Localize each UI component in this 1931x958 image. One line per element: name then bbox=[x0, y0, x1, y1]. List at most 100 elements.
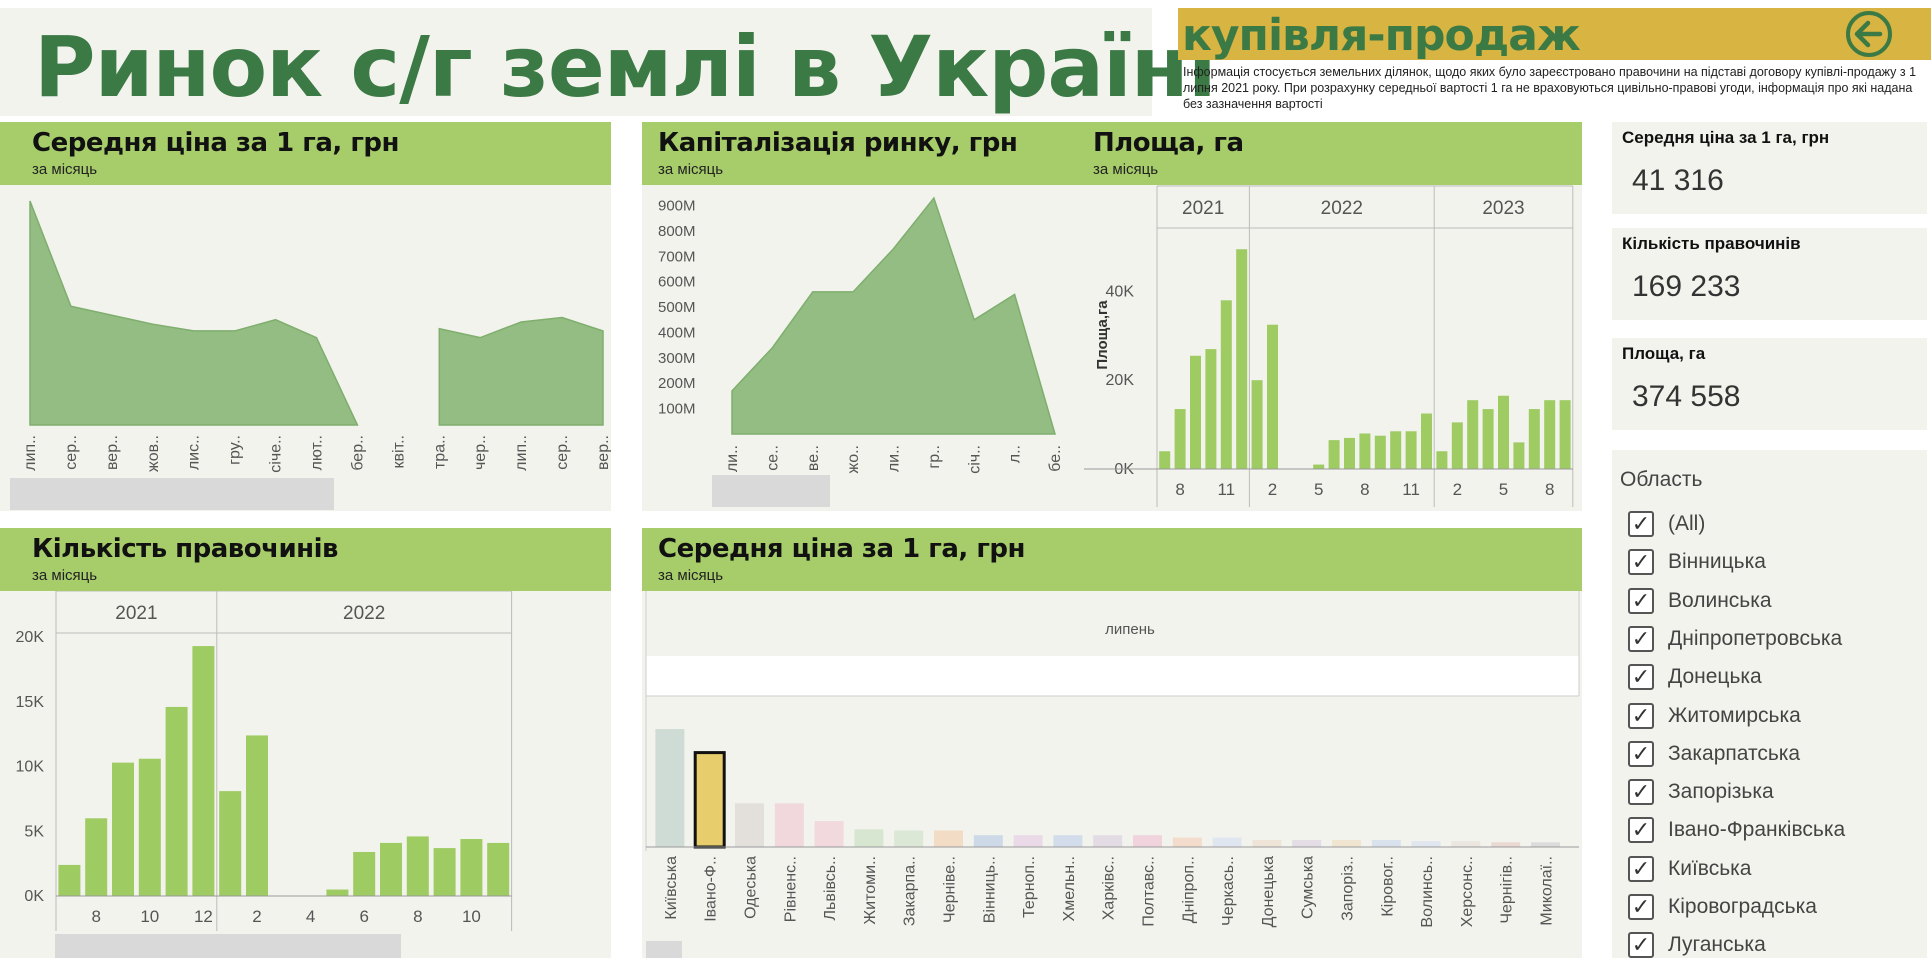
checkbox-checked-icon[interactable]: ✓ bbox=[1628, 587, 1654, 614]
bar bbox=[1292, 839, 1322, 847]
bar bbox=[1251, 380, 1263, 469]
x-tick-label: лип.. bbox=[22, 435, 39, 471]
filter-item[interactable]: ✓ Донецька bbox=[1628, 659, 1762, 695]
avg-price-chart[interactable]: лип.. сер.. вер.. жов.. лис.. гру.. січе.. лют.… bbox=[0, 185, 611, 511]
bar bbox=[1436, 451, 1448, 469]
filter-item[interactable]: ✓ Київська bbox=[1628, 851, 1752, 887]
bar bbox=[1411, 841, 1441, 847]
bar bbox=[1513, 442, 1525, 469]
y-tick-label: 100M bbox=[658, 401, 696, 418]
area-series bbox=[731, 196, 1056, 435]
checkbox-checked-icon[interactable]: ✓ bbox=[1628, 932, 1654, 958]
bar bbox=[487, 842, 510, 896]
x-tick-label: 2 bbox=[1453, 480, 1462, 499]
capitalization-chart[interactable]: 100M 200M 300M 400M 500M 600M 700M 800M 900M ли..… bbox=[642, 185, 1082, 511]
bar bbox=[219, 791, 242, 896]
bar bbox=[1491, 842, 1521, 847]
bar bbox=[1451, 841, 1481, 847]
filter-item[interactable]: ✓ Дніпропетровська bbox=[1628, 621, 1842, 657]
area-series bbox=[438, 316, 604, 426]
checkbox-checked-icon[interactable]: ✓ bbox=[1628, 511, 1654, 537]
checkbox-checked-icon[interactable]: ✓ bbox=[1628, 855, 1654, 882]
filter-item[interactable]: ✓ (All) bbox=[1628, 506, 1705, 542]
x-tick-label: ве.. bbox=[805, 445, 822, 471]
x-tick-label: Харківс.. bbox=[1101, 856, 1118, 920]
filter-item-label: Кіровоградська bbox=[1668, 895, 1817, 918]
region-price-panel: Середня ціна за 1 га, грн за місяць липе… bbox=[642, 528, 1582, 958]
filter-item[interactable]: ✓ Луганська bbox=[1628, 927, 1766, 958]
info-note: Інформація стосується земельних ділянок,… bbox=[1183, 65, 1917, 111]
x-tick-label: Сумська bbox=[1300, 856, 1317, 919]
y-tick-label: 300M bbox=[658, 350, 696, 367]
year-header: 2021 bbox=[1182, 198, 1224, 219]
filter-item[interactable]: ✓ Івано-Франківська bbox=[1628, 812, 1845, 848]
bar bbox=[1133, 835, 1162, 847]
filter-item[interactable]: ✓ Кіровоградська bbox=[1628, 889, 1817, 925]
bar bbox=[1559, 400, 1571, 469]
bar bbox=[1205, 349, 1217, 469]
checkbox-checked-icon[interactable]: ✓ bbox=[1628, 625, 1654, 652]
filter-item-label: Закарпатська bbox=[1668, 741, 1801, 765]
bar bbox=[1359, 433, 1371, 469]
x-tick-label: гру.. bbox=[227, 435, 244, 465]
filter-item-label: Івано-Франківська bbox=[1668, 818, 1846, 842]
horizontal-scrollbar[interactable] bbox=[10, 478, 334, 510]
y-tick-label: 200M bbox=[658, 375, 696, 392]
bar bbox=[1390, 431, 1402, 469]
bar bbox=[1482, 409, 1494, 469]
deals-chart[interactable]: 0K 5K 10K 15K 20K 2021 8 10 12 2022 2 4 6 8 10 bbox=[0, 591, 611, 958]
bar bbox=[973, 835, 1003, 847]
filter-item[interactable]: ✓ Вінницька bbox=[1628, 544, 1766, 580]
filter-title: Область bbox=[1620, 468, 1703, 491]
x-tick-label: Черкась.. bbox=[1220, 856, 1237, 926]
horizontal-scrollbar[interactable] bbox=[55, 934, 401, 958]
x-tick-label: Полтавс.. bbox=[1141, 856, 1158, 927]
y-tick-label: 10K bbox=[16, 759, 45, 776]
checkbox-checked-icon[interactable]: ✓ bbox=[1628, 702, 1654, 729]
region-price-chart[interactable]: липень Київська Івано-Ф.. Одеська Рівненс.. Л… bbox=[642, 591, 1582, 958]
filter-item[interactable]: ✓ Волинська bbox=[1628, 583, 1772, 619]
x-tick-label: Черніве.. bbox=[942, 856, 959, 923]
bar bbox=[1172, 837, 1202, 847]
checkbox-checked-icon[interactable]: ✓ bbox=[1628, 779, 1654, 806]
checkbox-checked-icon[interactable]: ✓ bbox=[1628, 740, 1654, 767]
x-tick-label: л.. bbox=[1007, 445, 1024, 463]
capitalization-title: Капіталізація ринку, грн bbox=[658, 128, 1018, 158]
checkbox-checked-icon[interactable]: ✓ bbox=[1628, 549, 1654, 576]
checkbox-checked-icon[interactable]: ✓ bbox=[1628, 894, 1654, 920]
x-tick-label: Чернігів.. bbox=[1499, 856, 1516, 924]
x-tick-label: Запоріз.. bbox=[1340, 856, 1357, 921]
bar bbox=[693, 751, 726, 849]
bar bbox=[112, 762, 134, 896]
bar bbox=[854, 829, 884, 847]
checkbox-checked-icon[interactable]: ✓ bbox=[1628, 664, 1654, 691]
deals-panel: Кількість правочинів за місяць 0K 5K 10K 15… bbox=[0, 528, 611, 958]
x-tick-label: 8 bbox=[1545, 480, 1554, 499]
x-tick-label: Хмельн.. bbox=[1061, 856, 1078, 921]
x-tick-label: 10 bbox=[462, 907, 481, 926]
y-tick-label: 0K bbox=[24, 888, 44, 905]
x-tick-label: Волинсь.. bbox=[1419, 856, 1436, 928]
x-tick-label: 2 bbox=[252, 907, 261, 926]
arrow-left-circle-icon[interactable] bbox=[1844, 9, 1894, 59]
header-band-white bbox=[646, 656, 1579, 696]
filter-item[interactable]: ✓ Житомирська bbox=[1628, 698, 1801, 734]
bar bbox=[165, 706, 188, 896]
year-header: 2021 bbox=[115, 603, 157, 624]
x-tick-label: квіт.. bbox=[390, 435, 407, 469]
kpi-avg-price: Середня ціна за 1 га, грн 41 316 bbox=[1612, 122, 1927, 214]
bar bbox=[1451, 422, 1463, 469]
horizontal-scrollbar[interactable] bbox=[712, 475, 830, 507]
bar bbox=[1093, 835, 1123, 847]
x-tick-label: 5 bbox=[1499, 480, 1508, 499]
avg-price-panel: Середня ціна за 1 га, грн за місяць лип.… bbox=[0, 122, 611, 511]
filter-item[interactable]: ✓ Закарпатська bbox=[1628, 736, 1800, 772]
checkbox-checked-icon[interactable]: ✓ bbox=[1628, 817, 1654, 844]
horizontal-scrollbar[interactable] bbox=[646, 941, 682, 958]
filter-item[interactable]: ✓ Запорізька bbox=[1628, 774, 1774, 810]
filter-item-label: Житомирська bbox=[1668, 703, 1801, 727]
y-tick-label: 15K bbox=[16, 694, 45, 711]
x-tick-label: січ.. bbox=[966, 445, 983, 474]
panel-header: Середня ціна за 1 га, грн за місяць bbox=[0, 122, 611, 185]
